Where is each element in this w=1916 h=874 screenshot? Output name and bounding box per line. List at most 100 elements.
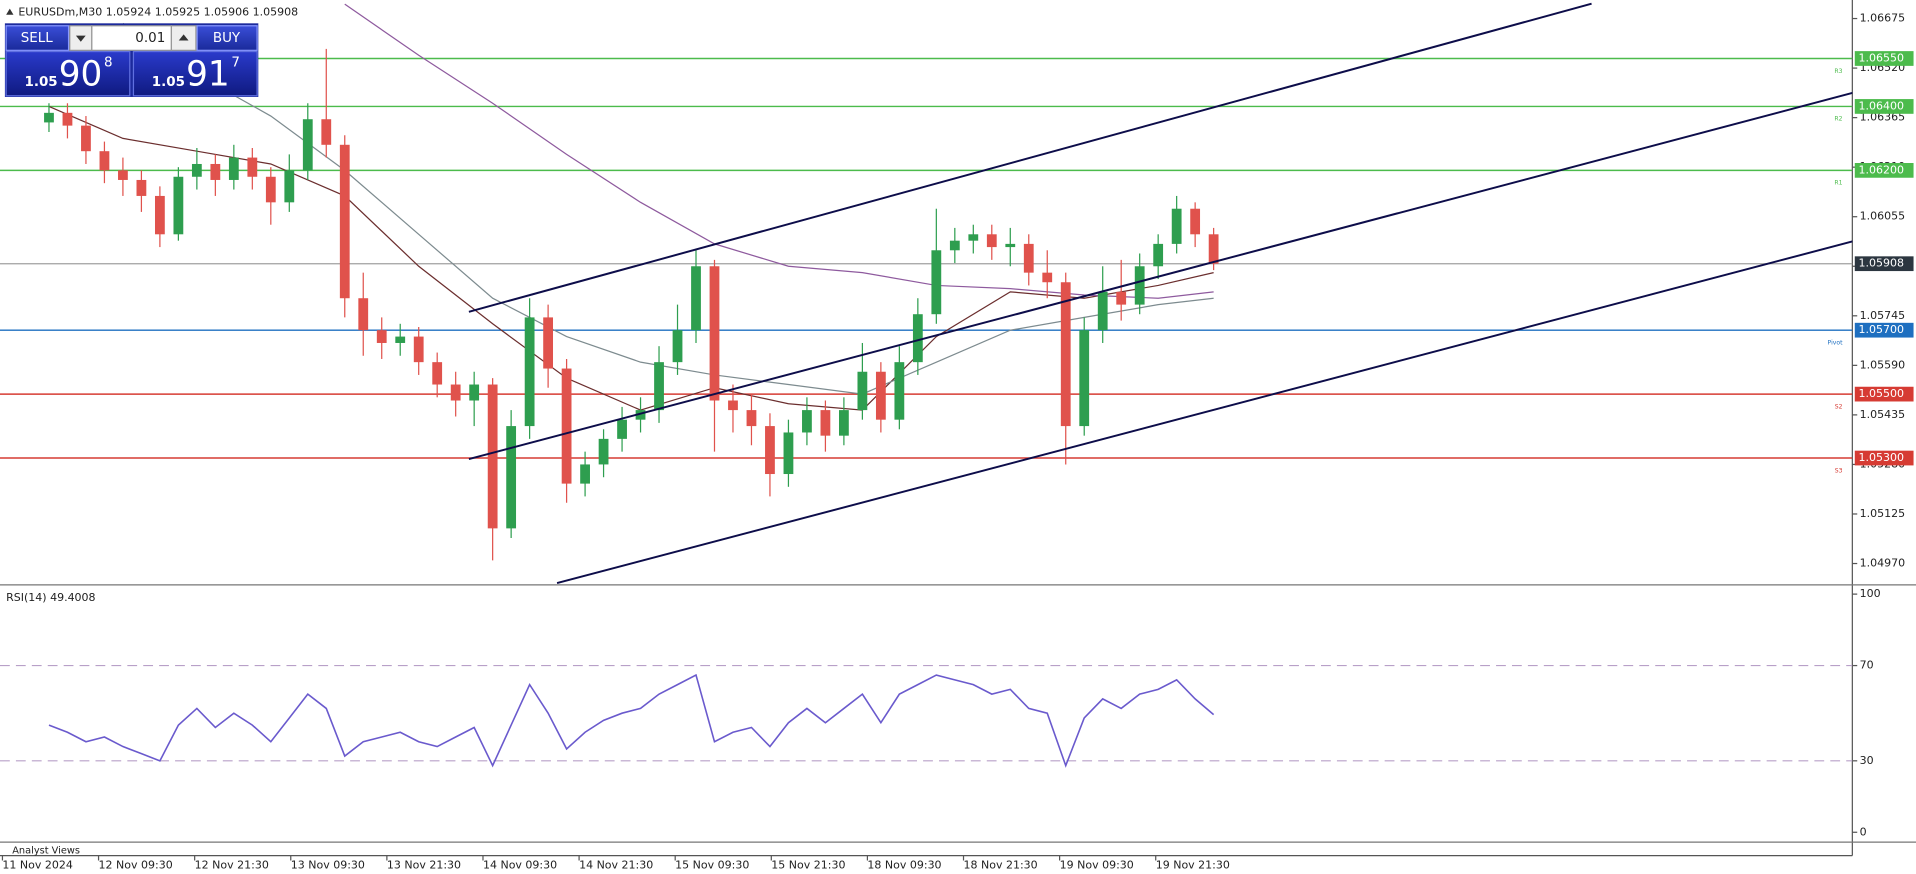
level-price-label: 1.06550 [1858,51,1904,64]
candle-body [228,157,239,180]
sell-price-big: 90 [59,55,103,95]
x-tick-label: 18 Nov 09:30 [867,858,941,871]
level-name: R3 [1834,68,1842,75]
buy-price-base: 1.05 [152,74,185,90]
level-price-box [1854,163,1914,178]
rsi-header: RSI(14) 49.4008 [6,591,95,604]
level-price-label: 1.06400 [1858,99,1904,112]
analyst-views-tab[interactable]: Analyst Views [12,846,80,857]
candle-body [728,400,738,411]
level-price-box [1854,386,1914,402]
rsi-panel [0,664,1853,768]
channel-line [468,91,1853,461]
sell-button[interactable] [5,25,70,51]
candle-body [1208,234,1219,264]
level-name: R2 [1834,116,1842,123]
x-tick-label: 19 Nov 21:30 [1156,858,1230,871]
volume-value[interactable]: 0.01 [135,30,165,46]
y-tick-label: 1.06365 [1860,111,1906,124]
trend-channel [468,2,1853,585]
candle-body [783,432,794,475]
candle-body [358,298,369,331]
price-panel [0,3,1853,561]
sell-label[interactable]: SELL [21,30,54,46]
candle-body [598,438,609,465]
candle-body [1079,330,1090,427]
candle-body [543,317,554,369]
x-tick-label: 15 Nov 21:30 [771,858,845,871]
x-tick-label: 19 Nov 09:30 [1060,858,1134,871]
y-tick-label: 1.05435 [1860,408,1906,421]
candle-body [1153,243,1164,267]
candle-body [44,112,54,123]
candle-body [580,464,590,484]
candle-body [857,371,868,411]
candle-body [820,410,831,436]
candle-body [450,384,461,401]
candle-body [284,170,295,203]
chart-header: EURUSDm,M30 1.05924 1.05925 1.05906 1.05… [18,5,298,18]
candle-body [302,119,313,171]
level-name: R1 [1834,180,1842,187]
candle-body [321,119,332,145]
level-price-label: 1.06200 [1858,163,1904,176]
trade-panel: SELL 0.01 BUY 1.05 90 8 1.05 91 7 [4,23,259,97]
candle-body [339,144,350,299]
candle-body [709,266,720,401]
candle-body [691,266,701,331]
candle-body [173,176,184,235]
candle-body [654,362,664,411]
up-arrow [178,34,189,41]
candle-body [802,410,812,433]
y-tick-label: 1.05590 [1860,358,1906,371]
y-tick-label: 1.06055 [1860,210,1906,223]
candle-body [968,234,979,241]
candle-body [506,426,517,529]
x-tick-label: 12 Nov 21:30 [195,858,269,871]
buy-price-pip: 7 [231,55,240,71]
moving-average [344,3,1214,299]
candle-body [524,317,535,427]
y-tick-label: 0 [1860,825,1867,838]
level-price-box [1854,99,1914,114]
candle-body [81,125,91,152]
level-price-label: 1.05300 [1858,451,1904,464]
x-tick-label: 11 Nov 2024 [2,858,72,871]
level-price-label: 1.05500 [1858,387,1904,400]
x-tick-label: 14 Nov 21:30 [579,858,653,871]
candle-body [469,384,480,401]
x-tick-label: 15 Nov 09:30 [675,858,749,871]
axes: 1.066751.065201.063651.062101.060551.059… [1,12,1914,871]
candle-body [672,330,683,363]
candle-body [118,170,128,180]
volume-field[interactable] [91,25,173,51]
y-tick-label: 1.05745 [1860,309,1906,322]
x-tick-label: 14 Nov 09:30 [483,858,557,871]
sell-price-box[interactable] [5,50,131,97]
y-tick-label: 1.06675 [1860,12,1906,25]
candle-body [986,234,997,248]
candle-body [62,112,73,126]
collapse-icon[interactable] [6,8,14,15]
candle-body [395,336,406,343]
y-tick-label: 70 [1860,659,1874,672]
candle-body [487,384,498,529]
x-tick-label: 13 Nov 21:30 [387,858,461,871]
candle-body [746,410,757,427]
y-tick-label: 1.04970 [1860,557,1906,570]
candle-body [136,179,147,196]
candle-body [1190,208,1201,235]
buy-price-big: 91 [186,55,230,95]
down-arrow [75,35,86,42]
candle-body [154,195,165,235]
candle-body [432,362,443,385]
candle-body [1171,208,1182,244]
x-tick-label: 13 Nov 09:30 [291,858,365,871]
level-price-box [1854,450,1914,466]
buy-price-box[interactable] [132,50,258,97]
buy-button[interactable] [196,25,258,51]
candle-body [912,314,923,363]
buy-label[interactable]: BUY [213,30,241,46]
